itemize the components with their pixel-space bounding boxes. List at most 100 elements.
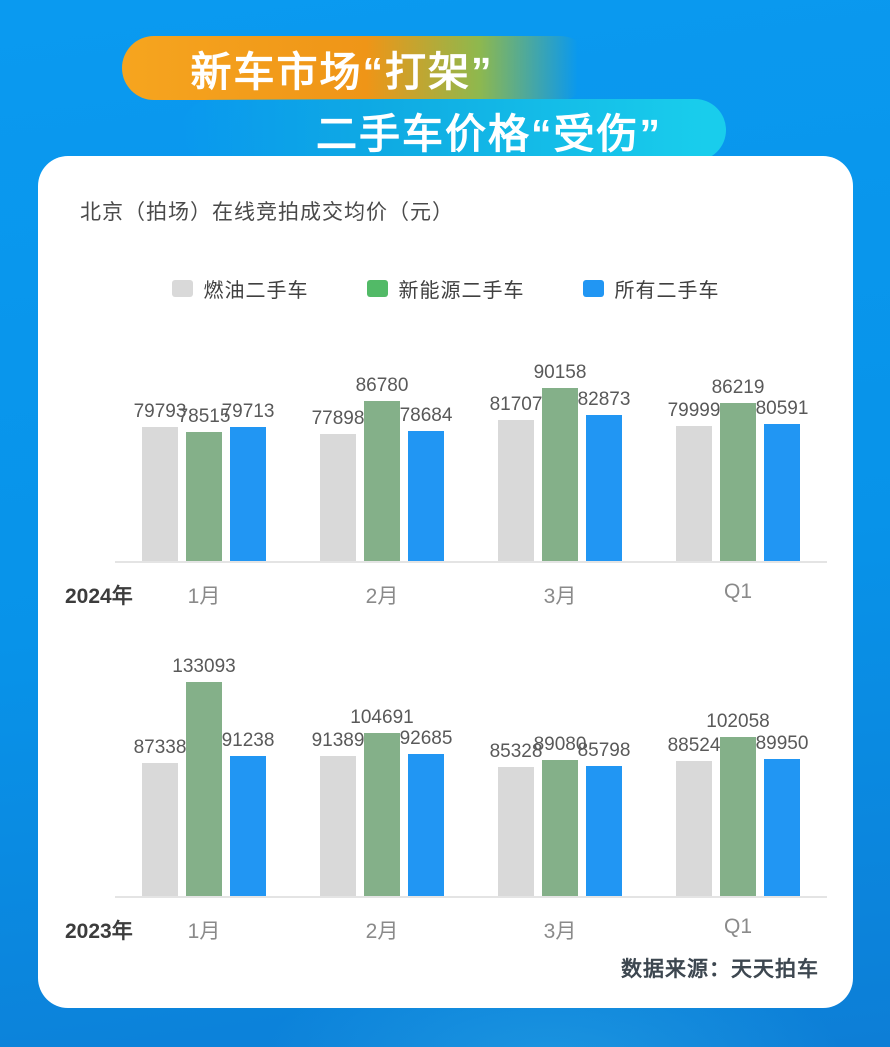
bar-value-label: 79713 xyxy=(221,401,275,423)
chart-legend: 燃油二手车 新能源二手车 所有二手车 xyxy=(38,274,853,303)
bar-nev xyxy=(542,760,578,898)
x-axis-label: 2月 xyxy=(365,585,399,608)
bar-item: 80591 xyxy=(756,398,808,562)
x-axis-line-2023 xyxy=(115,896,827,898)
bar-value-label: 87338 xyxy=(133,737,187,759)
bar-item: 77898 xyxy=(312,408,364,562)
x-axis-labels-2024: 1月 2月 3月 Q1 xyxy=(115,580,827,610)
x-axis-label: Q1 xyxy=(723,915,752,938)
bar-value-label: 78515 xyxy=(177,406,231,428)
bar-item: 133093 xyxy=(172,656,236,898)
year-label-2023: 2023年 xyxy=(65,920,133,943)
x-axis-label: 3月 xyxy=(543,585,577,608)
bar-all xyxy=(230,756,266,898)
bar-item: 88524 xyxy=(668,735,720,898)
bar-all xyxy=(408,754,444,898)
bar-value-label: 90158 xyxy=(533,362,587,384)
legend-swatch-nev xyxy=(366,280,388,297)
bar-group: 91389 104691 92685 xyxy=(312,707,452,898)
legend-item-fuel: 燃油二手车 xyxy=(171,274,309,303)
bar-nev xyxy=(720,403,756,562)
x-axis-label: 3月 xyxy=(543,920,577,943)
bar-item: 89080 xyxy=(534,734,586,898)
legend-swatch-fuel xyxy=(171,280,193,297)
bar-value-label: 89080 xyxy=(533,734,587,756)
bar-item: 91389 xyxy=(312,730,364,898)
bar-all xyxy=(408,431,444,562)
bar-nev xyxy=(186,432,222,562)
bar-value-label: 78684 xyxy=(399,405,453,427)
bar-group: 88524 102058 89950 xyxy=(668,711,808,898)
legend-label: 新能源二手车 xyxy=(398,280,525,302)
bar-item: 104691 xyxy=(350,707,414,898)
bar-fuel xyxy=(320,756,356,898)
bar-fuel xyxy=(142,763,178,898)
x-axis-label: Q1 xyxy=(723,580,752,603)
bar-all xyxy=(764,759,800,898)
bar-value-label: 85798 xyxy=(577,740,631,762)
data-source-note: 数据来源：天天拍车 xyxy=(621,958,819,981)
bar-item: 78515 xyxy=(178,406,230,562)
bar-nev xyxy=(186,682,222,898)
bar-chart-2024: 79793 78515 79713 77898 86780 78684 81707 90158… xyxy=(115,335,827,562)
bar-item: 86780 xyxy=(356,375,408,562)
chart-title: 北京（拍场）在线竞拍成交均价（元） xyxy=(80,201,454,224)
bar-all xyxy=(230,427,266,562)
x-axis-label: 1月 xyxy=(187,920,221,943)
bar-fuel xyxy=(676,761,712,898)
chart-card: 北京（拍场）在线竞拍成交均价（元） 燃油二手车 新能源二手车 所有二手车 79793… xyxy=(38,156,853,1008)
bar-item: 87338 xyxy=(134,737,186,898)
headline-banner-top: 新车市场“打架” xyxy=(122,36,592,100)
bar-value-label: 91238 xyxy=(221,730,275,752)
bar-nev xyxy=(542,388,578,562)
bar-value-label: 88524 xyxy=(667,735,721,757)
bar-item: 79793 xyxy=(134,401,186,562)
legend-item-all: 所有二手车 xyxy=(582,274,720,303)
bar-value-label: 81707 xyxy=(489,394,543,416)
x-axis-line-2024 xyxy=(115,561,827,563)
bar-value-label: 82873 xyxy=(577,389,631,411)
bar-fuel xyxy=(676,426,712,562)
bar-fuel xyxy=(320,434,356,562)
bar-item: 82873 xyxy=(578,389,630,562)
year-label-2024: 2024年 xyxy=(65,585,133,608)
x-axis-label: 2月 xyxy=(365,920,399,943)
bar-item: 78684 xyxy=(400,405,452,562)
bar-item: 81707 xyxy=(490,394,542,562)
legend-label: 燃油二手车 xyxy=(203,280,309,302)
bar-chart-2023: 87338 133093 91238 91389 104691 92685 85328 890… xyxy=(115,656,827,898)
bar-nev xyxy=(720,737,756,898)
bar-nev xyxy=(364,733,400,898)
bar-value-label: 79999 xyxy=(667,400,721,422)
bar-value-label: 77898 xyxy=(311,408,365,430)
headline-text-bottom: 二手车价格“受伤” xyxy=(316,111,662,157)
bar-item: 86219 xyxy=(712,377,764,562)
bar-item: 85798 xyxy=(578,740,630,898)
bar-value-label: 79793 xyxy=(133,401,187,423)
bar-item: 102058 xyxy=(706,711,770,898)
bar-value-label: 89950 xyxy=(755,733,809,755)
bar-value-label: 92685 xyxy=(399,728,453,750)
bar-value-label: 102058 xyxy=(706,711,770,733)
bar-all xyxy=(764,424,800,562)
bar-fuel xyxy=(498,767,534,898)
bar-value-label: 86219 xyxy=(711,377,765,399)
bar-fuel xyxy=(142,427,178,562)
bar-item: 85328 xyxy=(490,741,542,898)
bar-fuel xyxy=(498,420,534,562)
bar-all xyxy=(586,415,622,562)
bar-item: 92685 xyxy=(400,728,452,898)
bar-group: 77898 86780 78684 xyxy=(312,375,452,562)
bar-value-label: 85328 xyxy=(489,741,543,763)
bar-all xyxy=(586,766,622,898)
bar-value-label: 80591 xyxy=(755,398,809,420)
bar-item: 89950 xyxy=(756,733,808,898)
x-axis-labels-2023: 1月 2月 3月 Q1 xyxy=(115,915,827,945)
bar-group: 79793 78515 79713 xyxy=(134,401,274,562)
bar-value-label: 91389 xyxy=(311,730,365,752)
bar-value-label: 86780 xyxy=(355,375,409,397)
legend-item-nev: 新能源二手车 xyxy=(366,274,525,303)
bar-value-label: 133093 xyxy=(172,656,236,678)
x-axis-label: 1月 xyxy=(187,585,221,608)
